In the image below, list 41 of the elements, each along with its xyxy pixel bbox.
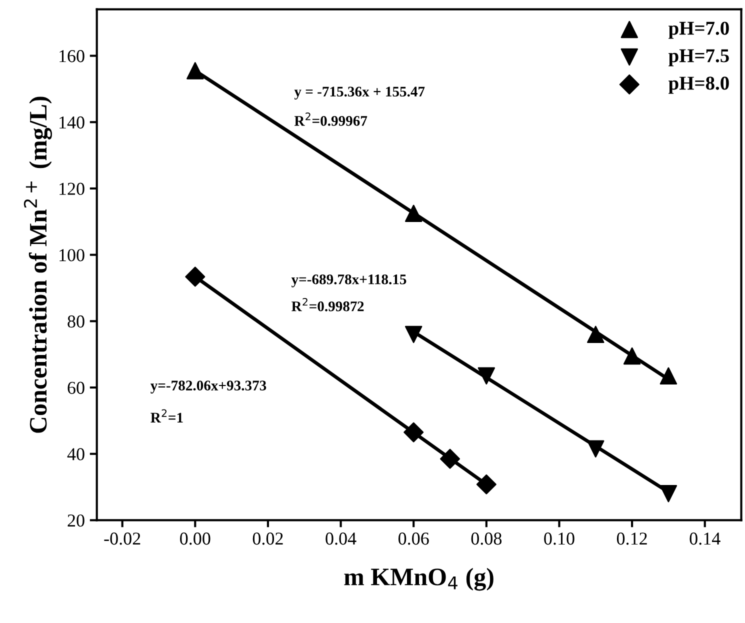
- point: [587, 326, 604, 344]
- x-tick-label: 0.12: [616, 532, 647, 545]
- x-tick-label: 0.06: [398, 532, 429, 545]
- annotation: y = -715.36x + 155.47: [294, 86, 425, 100]
- point: [186, 62, 204, 80]
- y-tick-label: 120: [60, 182, 84, 195]
- point: [478, 367, 496, 385]
- point: [404, 204, 422, 222]
- y-tick-label: 100: [60, 249, 84, 262]
- point: [623, 347, 641, 365]
- point: [404, 422, 424, 442]
- legend-label: pH=7.0: [668, 22, 729, 39]
- y-tick-label: 80: [68, 315, 84, 328]
- x-tick-label: 0.00: [180, 532, 210, 545]
- annotation: R$^{2}$=0.99872: [292, 298, 364, 312]
- x-axis-title: m KMnO$_{4}$ (g): [344, 568, 494, 591]
- x-tick-label: 0.02: [252, 532, 283, 545]
- y-axis-title: Concentration of Mn$^{2+}$ (mg/L): [24, 96, 52, 433]
- point: [660, 485, 678, 502]
- x-tick-label: 0.14: [690, 532, 720, 545]
- x-tick-label: 0.08: [471, 532, 502, 545]
- y-tick-label: 60: [68, 382, 84, 394]
- x-tick-label: -0.02: [104, 532, 140, 545]
- y-tick-label: 40: [67, 448, 84, 460]
- point: [404, 326, 422, 344]
- annotation: y=-782.06x+93.373: [150, 380, 266, 394]
- x-tick-label: 0.10: [544, 532, 574, 545]
- legend-label: pH=7.5: [668, 49, 729, 66]
- y-tick-label: 160: [60, 50, 84, 62]
- point: [660, 367, 678, 385]
- annotation: R$^{2}$=1: [150, 409, 183, 422]
- point: [185, 266, 206, 287]
- point: [476, 474, 496, 494]
- y-tick-label: 20: [68, 514, 84, 527]
- point: [440, 448, 460, 469]
- annotation: y=-689.78x+118.15: [291, 274, 406, 288]
- point: [587, 440, 604, 458]
- annotation: R$^{2}$=0.99967: [294, 112, 368, 126]
- x-tick-label: 0.04: [326, 532, 356, 545]
- legend-label: pH=8.0: [668, 76, 729, 94]
- y-tick-label: 140: [60, 116, 84, 129]
